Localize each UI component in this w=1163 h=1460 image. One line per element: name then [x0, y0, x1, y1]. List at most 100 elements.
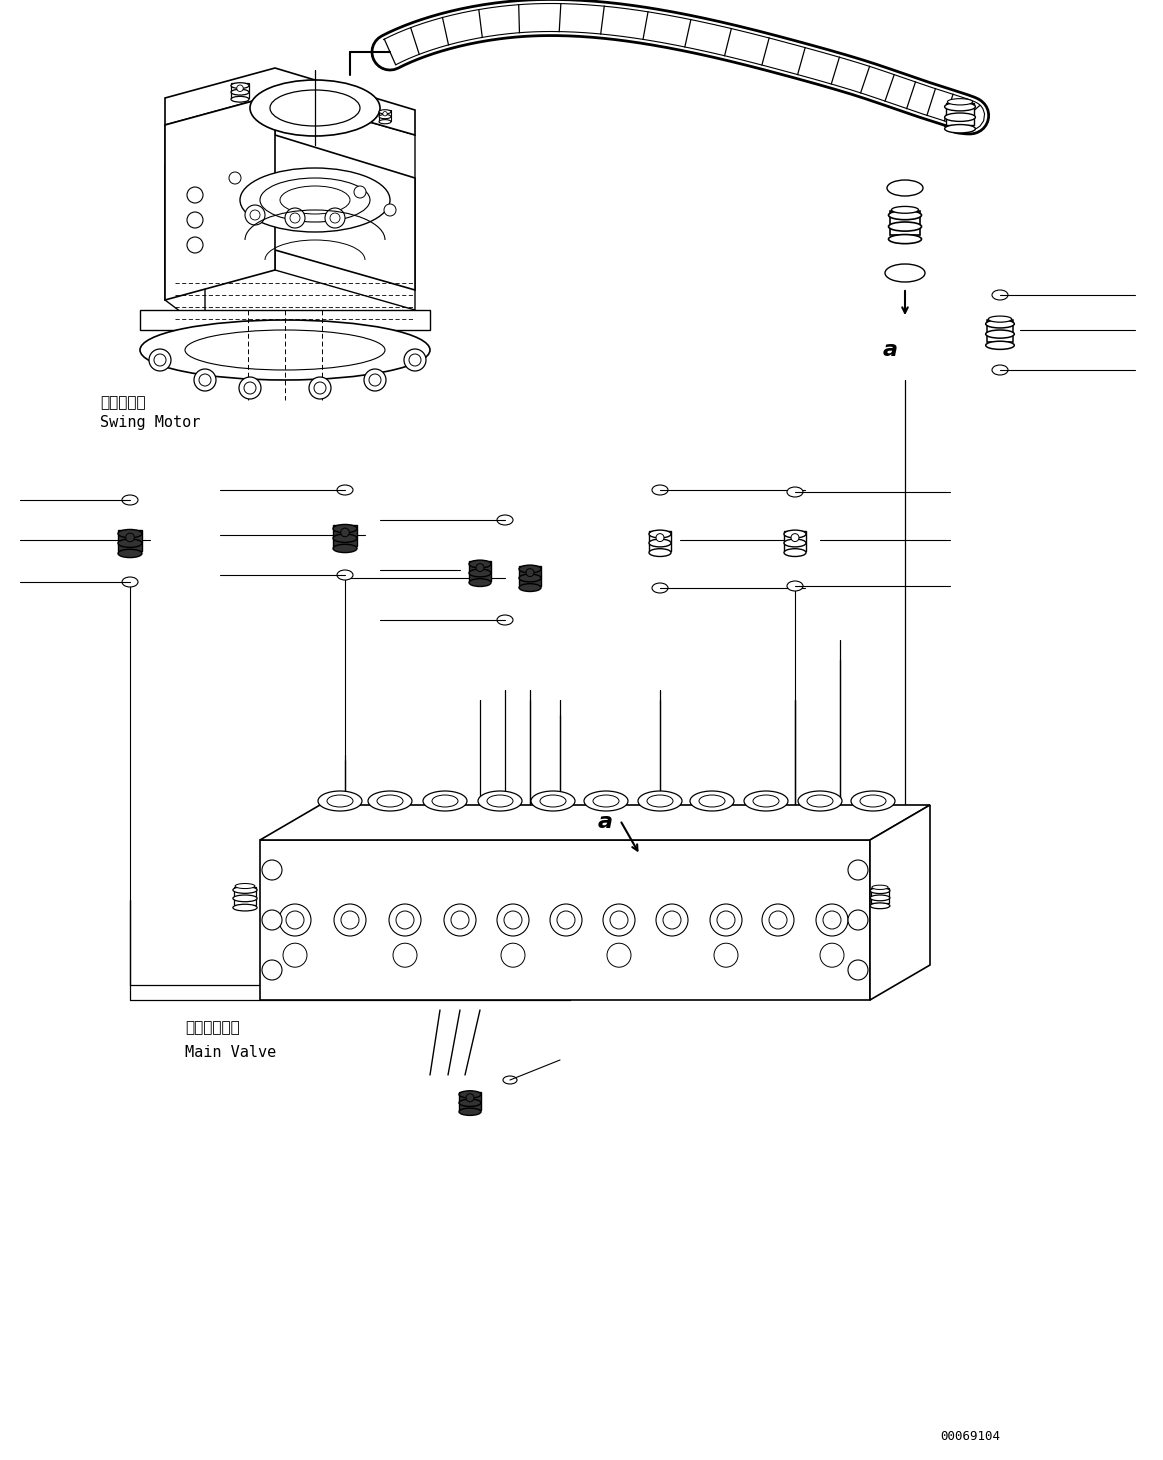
Ellipse shape: [377, 796, 404, 807]
Circle shape: [602, 904, 635, 936]
Circle shape: [250, 210, 261, 220]
Ellipse shape: [379, 120, 391, 124]
Circle shape: [229, 172, 241, 184]
Ellipse shape: [652, 485, 668, 495]
Polygon shape: [987, 320, 1013, 342]
Ellipse shape: [948, 99, 972, 105]
Ellipse shape: [231, 96, 249, 102]
Ellipse shape: [337, 569, 354, 580]
Circle shape: [714, 943, 739, 967]
Ellipse shape: [368, 791, 412, 810]
Polygon shape: [469, 561, 491, 581]
Ellipse shape: [140, 320, 430, 380]
Circle shape: [526, 568, 534, 577]
Ellipse shape: [231, 83, 249, 89]
Ellipse shape: [231, 89, 249, 95]
Ellipse shape: [423, 791, 468, 810]
Ellipse shape: [889, 222, 921, 231]
Text: 00069104: 00069104: [940, 1429, 1000, 1442]
Polygon shape: [117, 530, 142, 552]
Circle shape: [404, 349, 426, 371]
Ellipse shape: [986, 330, 1014, 339]
Circle shape: [611, 911, 628, 929]
Circle shape: [126, 533, 134, 542]
Circle shape: [187, 237, 204, 253]
Polygon shape: [165, 95, 274, 299]
Ellipse shape: [986, 320, 1014, 328]
Ellipse shape: [250, 80, 380, 136]
Polygon shape: [379, 110, 391, 121]
Ellipse shape: [333, 545, 357, 552]
Polygon shape: [234, 886, 256, 905]
Circle shape: [341, 529, 349, 537]
Ellipse shape: [531, 791, 575, 810]
Circle shape: [769, 911, 787, 929]
Circle shape: [245, 204, 265, 225]
Text: 旋回モータ: 旋回モータ: [100, 396, 145, 410]
Circle shape: [334, 904, 366, 936]
Ellipse shape: [647, 796, 673, 807]
Circle shape: [262, 961, 281, 980]
Ellipse shape: [992, 365, 1008, 375]
Circle shape: [286, 911, 304, 929]
Polygon shape: [459, 1092, 481, 1110]
Ellipse shape: [872, 885, 889, 889]
Ellipse shape: [887, 180, 923, 196]
Ellipse shape: [379, 110, 391, 114]
Circle shape: [504, 911, 522, 929]
Circle shape: [497, 904, 529, 936]
Ellipse shape: [649, 530, 671, 537]
Ellipse shape: [690, 791, 734, 810]
Polygon shape: [871, 888, 889, 904]
Polygon shape: [261, 804, 930, 839]
Ellipse shape: [519, 574, 541, 583]
Polygon shape: [784, 531, 806, 550]
Circle shape: [663, 911, 682, 929]
Circle shape: [409, 353, 421, 366]
Ellipse shape: [317, 791, 362, 810]
Circle shape: [791, 534, 799, 542]
Ellipse shape: [892, 206, 919, 213]
Circle shape: [816, 904, 848, 936]
Ellipse shape: [235, 883, 255, 889]
Ellipse shape: [469, 569, 491, 577]
Ellipse shape: [117, 549, 142, 558]
Text: a: a: [883, 340, 898, 361]
Polygon shape: [519, 566, 541, 585]
Ellipse shape: [261, 178, 370, 222]
Ellipse shape: [233, 886, 257, 894]
Circle shape: [283, 943, 307, 967]
Circle shape: [262, 910, 281, 930]
Circle shape: [290, 213, 300, 223]
Ellipse shape: [798, 791, 842, 810]
Polygon shape: [870, 804, 930, 1000]
Circle shape: [279, 904, 311, 936]
Ellipse shape: [122, 495, 138, 505]
Ellipse shape: [117, 539, 142, 548]
Circle shape: [550, 904, 582, 936]
Text: Main Valve: Main Valve: [185, 1045, 277, 1060]
Circle shape: [451, 911, 469, 929]
Ellipse shape: [504, 1076, 518, 1083]
Circle shape: [240, 377, 261, 399]
Ellipse shape: [885, 264, 925, 282]
Circle shape: [187, 212, 204, 228]
Ellipse shape: [280, 185, 350, 215]
Circle shape: [656, 904, 688, 936]
Ellipse shape: [784, 530, 806, 537]
Ellipse shape: [986, 342, 1014, 349]
Polygon shape: [231, 83, 249, 98]
Polygon shape: [165, 134, 415, 291]
Circle shape: [444, 904, 476, 936]
Ellipse shape: [889, 235, 921, 244]
Text: メインバルブ: メインバルブ: [185, 1021, 240, 1035]
Circle shape: [324, 207, 345, 228]
Circle shape: [149, 349, 171, 371]
Ellipse shape: [478, 791, 522, 810]
Circle shape: [364, 369, 386, 391]
Ellipse shape: [327, 796, 354, 807]
Circle shape: [187, 187, 204, 203]
Ellipse shape: [185, 330, 385, 369]
Ellipse shape: [233, 895, 257, 902]
Circle shape: [388, 904, 421, 936]
